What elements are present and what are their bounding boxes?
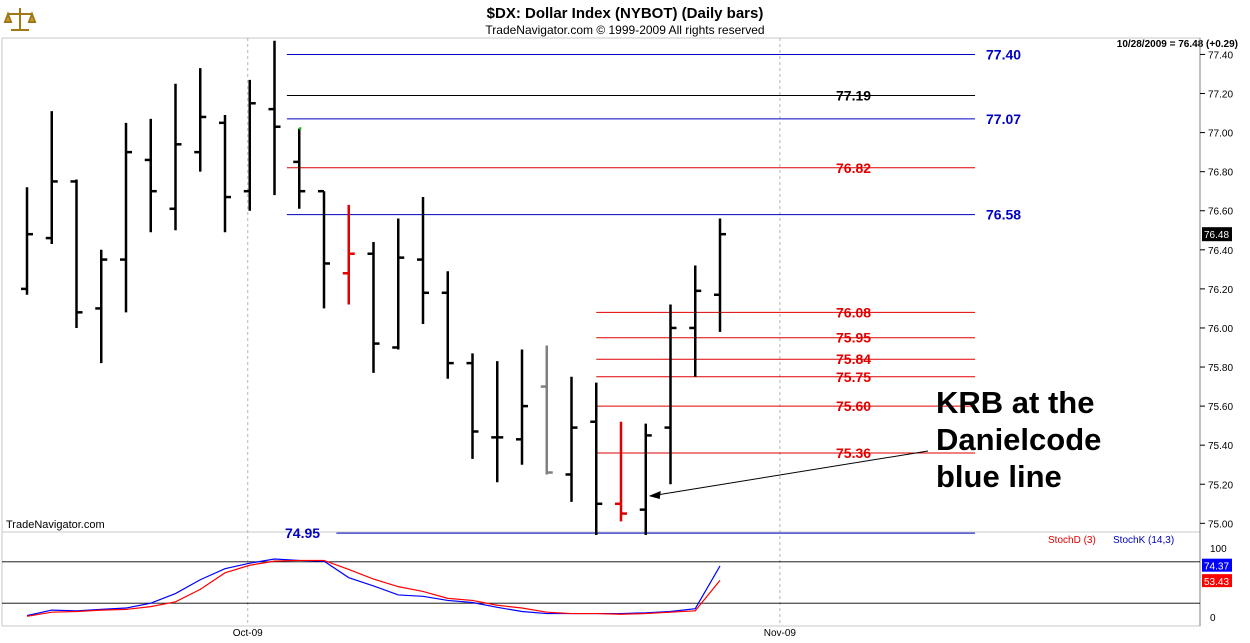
ohlc-bar [491, 361, 504, 483]
arrow-head [648, 490, 661, 499]
ohlc-bar [268, 40, 281, 196]
last-quote: 10/28/2009 = 76.48 (+0.29) [1117, 39, 1238, 50]
level-label: 76.82 [836, 160, 871, 176]
stochastic-axis: 100 0 74.37 53.43 [1202, 544, 1232, 624]
ohlc-bar [714, 218, 726, 332]
ohlc-bar [565, 376, 578, 502]
y-tick-label: 75.80 [1208, 363, 1233, 374]
y-tick-label: 76.60 [1208, 207, 1233, 218]
series-stochd [26, 559, 721, 617]
current-price-tag [1202, 227, 1232, 242]
annotation-line-1: KRB at the [936, 385, 1094, 420]
stochastic-lines [2, 558, 1200, 617]
y-tick-label: 75.40 [1208, 441, 1233, 452]
level-label: 75.36 [836, 445, 871, 461]
ohlc-bar [516, 349, 528, 465]
ohlc-bar [219, 115, 231, 233]
level-label: 75.84 [836, 351, 871, 367]
ohlc-bar [70, 179, 83, 328]
stochd-value-tag [1202, 574, 1232, 588]
y-tick-label: 76.00 [1208, 324, 1233, 335]
chart-title: $DX: Dollar Index (NYBOT) (Daily bars) [487, 5, 764, 22]
ohlc-bar [318, 189, 330, 309]
y-tick-label: 75.60 [1208, 402, 1233, 413]
ohlc-bar [194, 68, 207, 172]
level-label: 75.75 [836, 369, 871, 385]
level-label: 75.95 [836, 330, 871, 346]
y-tick-label: 75.20 [1208, 480, 1233, 491]
osc-tick-label: 0 [1210, 613, 1216, 624]
y-tick-label: 76.40 [1208, 246, 1233, 257]
y-tick-label: 77.40 [1208, 50, 1233, 61]
ohlc-bar [664, 304, 677, 485]
y-tick-label: 76.80 [1208, 168, 1233, 179]
ohlc-bar [45, 111, 58, 244]
y-tick-label: 75.00 [1208, 519, 1233, 530]
x-tick-label: Oct-09 [233, 628, 263, 639]
ohlc-bar [120, 122, 132, 313]
series-stochk [26, 558, 721, 617]
level-label: 76.08 [836, 304, 871, 320]
ohlc-bar [417, 197, 429, 325]
arrow-line [656, 450, 929, 496]
vertical-grid [247, 38, 781, 626]
y-tick-label: 77.20 [1208, 90, 1233, 101]
x-tick-label: Nov-09 [764, 628, 797, 639]
ohlc-bar [540, 345, 553, 475]
date-axis: Oct-09 Nov-09 [233, 628, 797, 639]
danielcode-levels: 77.40 77.19 77.07 76.82 76.58 76.08 75.95 75.84… [285, 46, 1021, 541]
current-price-label: 76.48 [1204, 230, 1229, 241]
level-label: 76.58 [986, 207, 1021, 223]
stochd-value-label: 53.43 [1204, 577, 1229, 588]
annotation-arrow [648, 450, 929, 499]
ohlc-bar [169, 83, 182, 231]
ohlc-bar [392, 218, 405, 350]
ohlc-bar [293, 127, 306, 209]
level-label: 77.40 [986, 46, 1021, 62]
ohlc-bar [590, 382, 603, 536]
ohlc-bar [243, 79, 256, 211]
annotation-line-3: blue line [936, 459, 1062, 494]
annotation: KRB at the Danielcode blue line [936, 385, 1101, 494]
app-logo-icon [3, 3, 37, 37]
ohlc-bar [639, 423, 652, 536]
ohlc-bar [367, 241, 380, 373]
ohlc-bar [95, 249, 108, 364]
chart-copyright: TradeNavigator.com © 1999-2009 All right… [485, 23, 764, 37]
level-label: 75.60 [836, 398, 871, 414]
stochk-value-label: 74.37 [1204, 562, 1229, 573]
level-label: 74.95 [285, 525, 320, 541]
ohlc-bar [466, 353, 479, 459]
legend-stochk: StochK (14,3) [1113, 535, 1174, 546]
ohlc-bar [21, 187, 33, 295]
price-bars [21, 40, 726, 536]
stochk-value-tag [1202, 558, 1232, 572]
y-tick-label: 76.20 [1208, 285, 1233, 296]
ohlc-bar [144, 118, 157, 233]
osc-tick-label: 100 [1210, 544, 1227, 555]
y-tick-label: 77.00 [1208, 129, 1233, 140]
level-label: 77.19 [836, 87, 871, 103]
price-axis: 77.40 77.20 77.00 76.80 76.60 76.40 76.20 76.00… [1200, 50, 1233, 530]
legend-stochd: StochD (3) [1048, 535, 1096, 546]
annotation-line-2: Danielcode [936, 422, 1101, 457]
ohlc-bar [615, 421, 627, 522]
level-label: 77.07 [986, 111, 1021, 127]
ohlc-bar [441, 271, 454, 379]
watermark: TradeNavigator.com [6, 519, 105, 531]
ohlc-bar [342, 204, 355, 305]
oscillator-panel [1, 531, 1201, 627]
ohlc-bar [689, 265, 702, 377]
